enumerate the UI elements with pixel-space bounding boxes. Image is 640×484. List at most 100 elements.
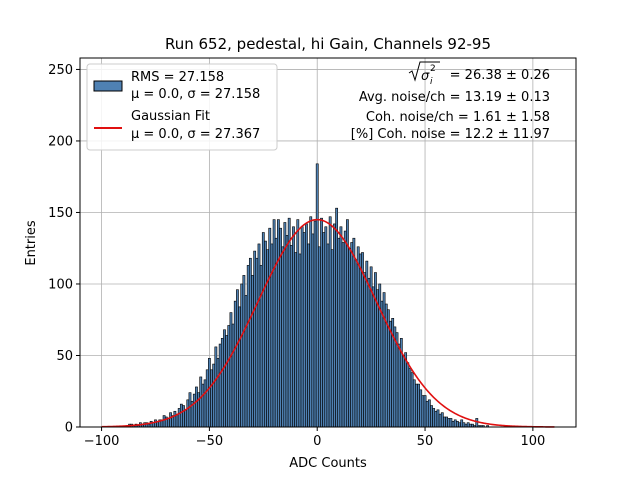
- histogram-bar: [233, 300, 237, 428]
- histogram-bar: [462, 422, 466, 428]
- histogram-bar: [475, 418, 479, 428]
- histogram-bar: [179, 403, 183, 428]
- histogram-bar: [229, 312, 233, 428]
- histogram-bar: [402, 355, 405, 428]
- histogram-bar: [419, 389, 423, 428]
- histogram-bar: [240, 283, 244, 428]
- histogram-bar: [154, 419, 157, 428]
- y-tick-label: 150: [48, 206, 73, 221]
- histogram-bar: [466, 422, 470, 428]
- histogram-bar: [356, 246, 360, 428]
- histogram-bars: [126, 163, 489, 428]
- histogram-bar: [415, 383, 418, 428]
- histogram-bar: [285, 235, 289, 428]
- histogram-bar: [317, 246, 321, 428]
- histogram-bar: [169, 412, 172, 428]
- histogram-bar: [335, 207, 339, 428]
- histogram-bar: [341, 242, 345, 428]
- histogram-bar: [244, 295, 248, 428]
- sigma-subscript: i: [430, 77, 433, 87]
- histogram-bar: [343, 230, 347, 428]
- histogram-bar: [380, 300, 384, 428]
- histogram-bar: [199, 376, 203, 428]
- histogram-bar: [382, 292, 386, 428]
- histogram-bar: [438, 413, 442, 428]
- histogram-bar: [261, 232, 265, 428]
- histogram-bar: [248, 257, 252, 428]
- histogram-bar: [272, 219, 276, 428]
- x-tick-label: 100: [520, 434, 545, 449]
- histogram-bar: [371, 286, 375, 428]
- histogram-bar: [440, 412, 444, 428]
- histogram-bar: [277, 219, 280, 428]
- histogram-bar: [346, 219, 349, 428]
- sigma-exponent: 2: [430, 64, 436, 74]
- legend-histogram-swatch: [93, 80, 123, 92]
- histogram-bar: [208, 358, 211, 428]
- coherent-noise-percent-text: [%] Coh. noise = 12.2 ± 11.97: [351, 127, 550, 142]
- histogram-bar: [404, 352, 408, 428]
- histogram-bar: [289, 245, 293, 428]
- histogram-bar: [443, 416, 446, 428]
- histogram-bar: [324, 226, 328, 428]
- histogram-bar: [218, 343, 222, 428]
- histogram-bar: [434, 410, 438, 428]
- sigma-squared-value: = 26.38 ± 0.26: [450, 68, 550, 83]
- x-tick-label: 0: [313, 434, 321, 449]
- histogram-bar: [205, 369, 209, 428]
- legend: RMS = 27.158 μ = 0.0, σ = 27.158 Gaussia…: [86, 63, 278, 151]
- histogram-bar: [242, 275, 246, 428]
- histogram-bar: [220, 338, 224, 428]
- histogram-bar: [225, 335, 229, 428]
- histogram-bar: [298, 253, 302, 428]
- histogram-bar: [311, 233, 315, 428]
- histogram-bar: [227, 325, 231, 428]
- histogram-bar: [423, 395, 427, 428]
- histogram-bar: [186, 399, 190, 428]
- histogram-bar: [201, 383, 205, 428]
- histogram-bar: [300, 226, 304, 428]
- histogram-bar: [313, 220, 317, 428]
- histogram-bar: [410, 372, 414, 428]
- histogram-bar: [451, 420, 455, 428]
- histogram-bar: [268, 227, 272, 428]
- histogram-bar: [330, 249, 334, 428]
- avg-noise-text: Avg. noise/ch = 13.19 ± 0.13: [359, 90, 550, 105]
- y-axis-label: Entries: [24, 220, 39, 266]
- histogram-bar: [339, 226, 343, 428]
- histogram-bar: [328, 216, 332, 428]
- histogram-bar: [417, 383, 420, 428]
- histogram-bar: [322, 232, 326, 428]
- legend-box: [86, 63, 278, 151]
- histogram-bar: [365, 260, 369, 428]
- y-axis-ticks: 0 50 100 150 200 250: [48, 63, 80, 436]
- histogram-bar: [430, 405, 433, 428]
- histogram-bar: [287, 217, 291, 428]
- histogram-bar: [307, 243, 310, 428]
- y-tick-label: 250: [48, 63, 73, 78]
- histogram-bar: [425, 400, 429, 428]
- histogram-bar: [231, 323, 235, 428]
- histogram-bar: [257, 243, 261, 428]
- legend-fit-label: Gaussian Fit: [131, 109, 210, 124]
- x-tick-label: −50: [196, 434, 223, 449]
- x-axis-ticks: −100 −50 0 50 100: [84, 427, 545, 449]
- histogram-bar: [376, 289, 379, 428]
- histogram-bar: [283, 222, 287, 428]
- histogram-bar: [354, 259, 358, 428]
- histogram-bar: [460, 419, 464, 428]
- x-tick-label: 50: [417, 434, 434, 449]
- legend-fit-params: μ = 0.0, σ = 27.367: [131, 127, 260, 142]
- histogram-bar: [188, 392, 192, 428]
- histogram-bar: [236, 289, 239, 428]
- histogram-bar: [352, 237, 356, 428]
- histogram-bar: [182, 405, 185, 428]
- histogram-bar: [305, 223, 308, 428]
- histogram-bar: [167, 418, 170, 428]
- histogram-bar: [203, 379, 207, 428]
- histogram-bar: [292, 226, 295, 428]
- histogram-bar: [333, 223, 336, 428]
- histogram-bar: [212, 363, 216, 428]
